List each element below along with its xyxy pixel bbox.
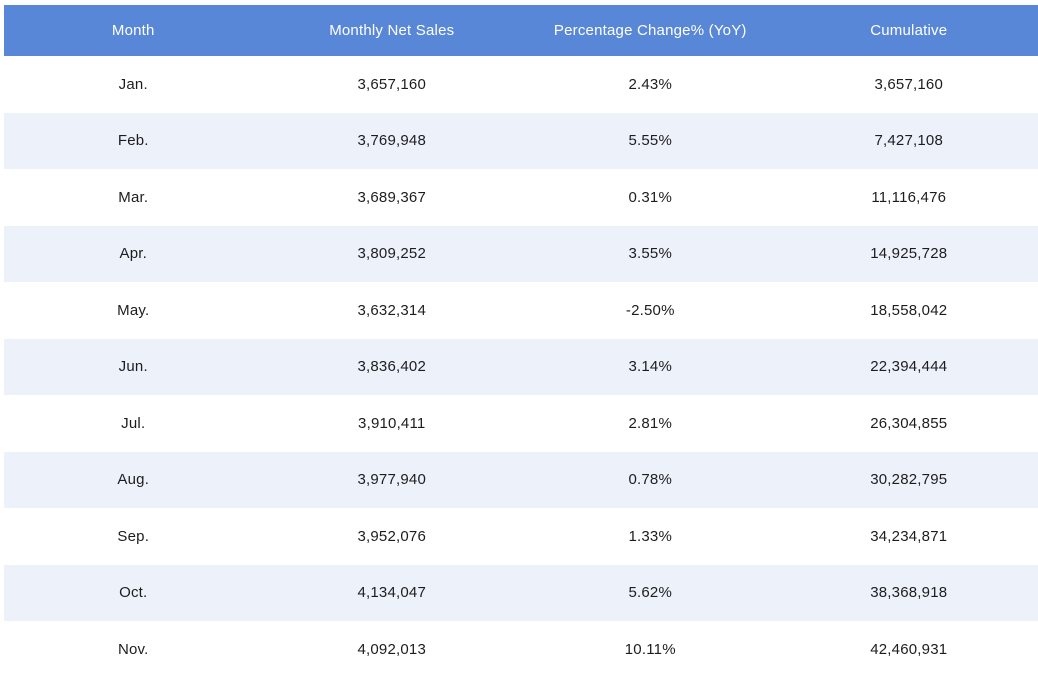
cell-net-sales: 3,689,367 (263, 169, 522, 226)
cell-net-sales: 3,836,402 (263, 339, 522, 396)
cell-cumulative: 38,368,918 (780, 565, 1038, 622)
table-row: Jan. 3,657,160 2.43% 3,657,160 (4, 56, 1038, 113)
cell-month: Nov. (4, 621, 263, 678)
cell-pct-change: 5.62% (521, 565, 780, 622)
column-header-net-sales: Monthly Net Sales (263, 5, 522, 56)
table-header-row: Month Monthly Net Sales Percentage Chang… (4, 5, 1038, 56)
cell-pct-change: -2.50% (521, 282, 780, 339)
cell-cumulative: 34,234,871 (780, 508, 1038, 565)
cell-net-sales: 3,809,252 (263, 226, 522, 283)
cell-cumulative: 18,558,042 (780, 282, 1038, 339)
table-row: Aug. 3,977,940 0.78% 30,282,795 (4, 452, 1038, 509)
cell-pct-change: 10.11% (521, 621, 780, 678)
cell-cumulative: 11,116,476 (780, 169, 1038, 226)
cell-net-sales: 4,092,013 (263, 621, 522, 678)
column-header-pct-change: Percentage Change% (YoY) (521, 5, 780, 56)
cell-cumulative: 22,394,444 (780, 339, 1038, 396)
cell-month: Mar. (4, 169, 263, 226)
table-row: Apr. 3,809,252 3.55% 14,925,728 (4, 226, 1038, 283)
cell-month: May. (4, 282, 263, 339)
cell-month: Sep. (4, 508, 263, 565)
table-row: Jul. 3,910,411 2.81% 26,304,855 (4, 395, 1038, 452)
cell-cumulative: 26,304,855 (780, 395, 1038, 452)
cell-pct-change: 5.55% (521, 113, 780, 170)
table-row: Nov. 4,092,013 10.11% 42,460,931 (4, 621, 1038, 678)
cell-pct-change: 2.43% (521, 56, 780, 113)
table-row: Feb. 3,769,948 5.55% 7,427,108 (4, 113, 1038, 170)
table-body: Jan. 3,657,160 2.43% 3,657,160 Feb. 3,76… (4, 56, 1038, 678)
cell-pct-change: 0.31% (521, 169, 780, 226)
cell-pct-change: 0.78% (521, 452, 780, 509)
column-header-cumulative: Cumulative (780, 5, 1038, 56)
cell-net-sales: 3,910,411 (263, 395, 522, 452)
cell-pct-change: 2.81% (521, 395, 780, 452)
column-header-month: Month (4, 5, 263, 56)
table-row: Jun. 3,836,402 3.14% 22,394,444 (4, 339, 1038, 396)
cell-pct-change: 3.55% (521, 226, 780, 283)
cell-month: Jun. (4, 339, 263, 396)
cell-cumulative: 30,282,795 (780, 452, 1038, 509)
cell-month: Jul. (4, 395, 263, 452)
cell-month: Jan. (4, 56, 263, 113)
cell-cumulative: 42,460,931 (780, 621, 1038, 678)
cell-net-sales: 3,632,314 (263, 282, 522, 339)
cell-net-sales: 3,657,160 (263, 56, 522, 113)
cell-net-sales: 4,134,047 (263, 565, 522, 622)
cell-month: Aug. (4, 452, 263, 509)
table-row: May. 3,632,314 -2.50% 18,558,042 (4, 282, 1038, 339)
cell-month: Oct. (4, 565, 263, 622)
cell-net-sales: 3,769,948 (263, 113, 522, 170)
cell-month: Apr. (4, 226, 263, 283)
cell-net-sales: 3,977,940 (263, 452, 522, 509)
cell-net-sales: 3,952,076 (263, 508, 522, 565)
cell-cumulative: 14,925,728 (780, 226, 1038, 283)
monthly-net-sales-table: Month Monthly Net Sales Percentage Chang… (4, 5, 1038, 678)
cell-pct-change: 1.33% (521, 508, 780, 565)
table-row: Sep. 3,952,076 1.33% 34,234,871 (4, 508, 1038, 565)
cell-cumulative: 3,657,160 (780, 56, 1038, 113)
cell-cumulative: 7,427,108 (780, 113, 1038, 170)
table-row: Mar. 3,689,367 0.31% 11,116,476 (4, 169, 1038, 226)
cell-month: Feb. (4, 113, 263, 170)
cell-pct-change: 3.14% (521, 339, 780, 396)
table-row: Oct. 4,134,047 5.62% 38,368,918 (4, 565, 1038, 622)
